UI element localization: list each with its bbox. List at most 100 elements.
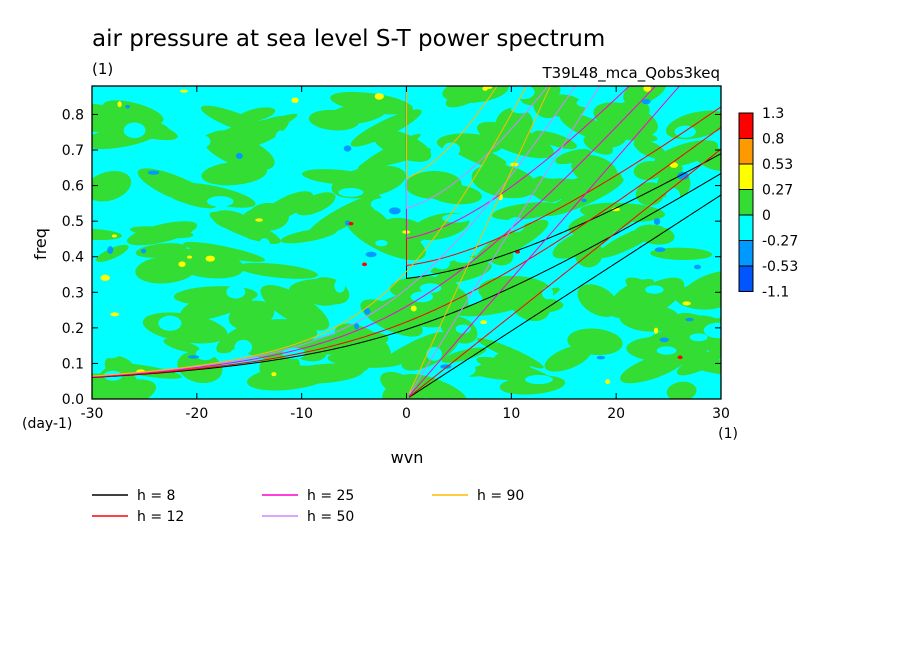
blue-patch <box>187 355 200 359</box>
legend-label-h50: h = 50 <box>307 509 354 525</box>
green-patch <box>476 337 544 369</box>
curve-ig-h90 <box>405 86 498 179</box>
colorbar-label: 1.3 <box>762 106 784 122</box>
plot-area <box>92 86 721 399</box>
cyan-patch <box>120 336 150 344</box>
cyan-patch <box>375 240 388 247</box>
curve-mrg-h8 <box>92 173 721 378</box>
cyan-patch <box>478 219 502 227</box>
green-patch <box>295 192 336 216</box>
red-patch <box>348 221 354 226</box>
cyan-patch <box>542 286 554 300</box>
cyan-patch <box>99 344 122 359</box>
colorbar-label: -0.53 <box>762 259 798 275</box>
green-patch <box>634 224 675 245</box>
yellow-patch <box>271 372 277 377</box>
green-patch <box>260 285 330 331</box>
chart-title: air pressure at sea level S-T power spec… <box>92 26 605 52</box>
x-axis-label: wvn <box>391 448 424 467</box>
green-patch <box>96 244 129 262</box>
cyan-patch <box>220 86 250 92</box>
yellow-patch <box>110 312 120 317</box>
blue-patch <box>125 104 130 109</box>
curve-kelvin-h12 <box>408 148 721 398</box>
x-tick-label: 30 <box>712 406 730 422</box>
green-patch <box>345 213 426 261</box>
cyan-patch <box>510 105 531 114</box>
cyan-patch <box>158 315 182 331</box>
yellow-patch <box>291 97 299 103</box>
yellow-patch <box>653 327 659 334</box>
green-patch <box>204 130 235 151</box>
blue-patch <box>677 172 689 180</box>
green-patch <box>676 350 721 376</box>
x-tick-label: -30 <box>81 406 104 422</box>
green-patch <box>280 228 338 244</box>
blue-patch <box>659 337 669 343</box>
colorbar-label: -0.27 <box>762 234 798 250</box>
colorbar-label: 0.27 <box>762 183 793 199</box>
yellow-patch <box>682 301 691 306</box>
cyan-patch <box>407 205 431 220</box>
cyan-patch <box>207 196 234 207</box>
cyan-patch <box>275 130 287 145</box>
cyan-patch <box>450 362 476 377</box>
colorbar-label: -1.1 <box>762 285 789 301</box>
green-patch <box>650 247 713 261</box>
cyan-patch <box>442 142 461 157</box>
colorbar-swatch <box>738 112 754 139</box>
cyan-patch <box>656 346 677 355</box>
yellow-patch <box>111 234 117 238</box>
curve-ig-h50 <box>405 86 549 209</box>
x-tick-label: 10 <box>502 406 520 422</box>
y-tick-label: 0.4 <box>62 250 84 266</box>
green-patch <box>577 284 619 317</box>
cyan-patch <box>541 171 565 179</box>
chart-subtitle: (1) <box>92 60 113 78</box>
green-patch <box>567 328 623 356</box>
blue-patch <box>654 247 666 253</box>
green-patch <box>633 139 667 160</box>
colorbar-label: 0.53 <box>762 157 793 173</box>
colorbar-swatch <box>738 214 754 241</box>
cyan-patch <box>258 238 271 253</box>
cyan-patch <box>648 264 673 275</box>
colorbar-label: 0.8 <box>762 132 784 148</box>
green-patch <box>682 271 721 300</box>
curve-ig-h12 <box>405 86 721 267</box>
green-patch <box>440 136 514 173</box>
y-tick-label: 0.6 <box>62 179 84 195</box>
blue-patch <box>147 170 160 175</box>
cyan-patch <box>703 322 721 339</box>
green-patch <box>379 332 444 367</box>
curve-mrg-h25 <box>92 86 657 378</box>
cyan-patch <box>471 207 483 215</box>
blue-patch <box>107 246 114 254</box>
green-patch <box>555 149 592 165</box>
cyan-patch <box>198 135 211 148</box>
blue-patch <box>596 355 606 360</box>
green-patch <box>302 169 375 186</box>
blue-patch <box>581 198 587 203</box>
green-patch <box>405 171 462 199</box>
red-patch <box>677 355 683 360</box>
green-patch <box>579 202 666 222</box>
colorbar-swatch <box>738 265 754 292</box>
y-tick-label: 0.1 <box>62 356 84 372</box>
yellow-patch <box>205 255 215 262</box>
curve-mrg-h50 <box>92 86 577 377</box>
cyan-patch <box>465 107 487 117</box>
x-tick-label: -10 <box>290 406 313 422</box>
yellow-patch <box>410 305 417 312</box>
cyan-patch <box>92 244 100 254</box>
curve-mrg-h12 <box>92 126 721 378</box>
cyan-patch <box>455 324 471 334</box>
colorbar-swatch <box>738 163 754 190</box>
green-patch <box>360 299 423 337</box>
green-patch <box>327 103 387 125</box>
cyan-patch <box>216 384 231 397</box>
green-patch <box>350 109 422 147</box>
curve-kelvin-h25 <box>408 86 681 397</box>
green-patch <box>618 277 685 323</box>
